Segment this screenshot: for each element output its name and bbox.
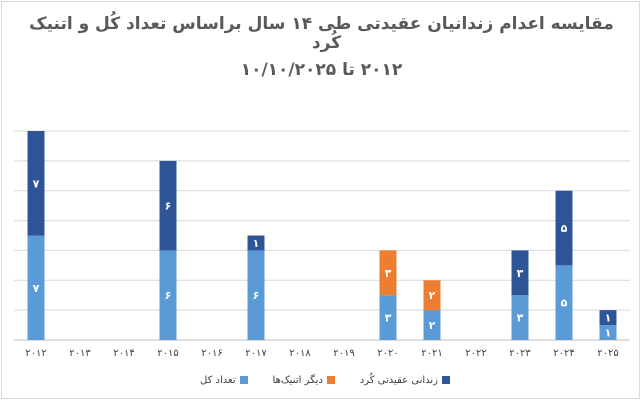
bar-segment: [247, 250, 265, 340]
chart-title-line1: مقایسه اعدام زندانیان عقیدتی طی ۱۴ سال ب…: [29, 14, 614, 34]
x-tick-label: ۲۰۱۳: [69, 348, 91, 359]
x-tick-label: ۲۰۱۹: [333, 348, 354, 359]
data-label: ۷: [33, 177, 40, 190]
bar-segment: [555, 265, 573, 340]
x-tick-label: ۲۰۱۵: [157, 348, 178, 359]
x-tick-label: ۲۰۱۲: [25, 348, 46, 359]
bar-segment: [555, 190, 573, 266]
legend-label-other-ethnic: دیگر اتنیک‌ها: [272, 374, 323, 386]
legend-item-other-ethnic: دیگر اتنیک‌ها: [273, 375, 335, 386]
data-label: ۱: [253, 237, 260, 250]
bar-segment: [379, 250, 397, 296]
legend-swatch-kurd: [442, 376, 450, 384]
bar-segment: [599, 325, 617, 340]
x-tick-label: ۲۰۱۸: [289, 348, 311, 359]
data-label: ۱: [605, 312, 612, 325]
x-tick-label: ۲۰۱۴: [113, 348, 134, 359]
data-label: ۶: [165, 200, 172, 213]
legend-label-kurd: زندانی عقیدتی کُرد: [359, 374, 438, 386]
legend-swatch-total: [239, 376, 248, 384]
data-label: ۲: [429, 289, 436, 302]
x-tick-label: ۲۰۲۲: [465, 348, 486, 359]
bar-segment: [423, 310, 441, 340]
x-tick-label: ۲۰۱۷: [245, 348, 267, 359]
bar-segment: [27, 131, 45, 236]
bar-segment: [379, 295, 397, 340]
legend-swatch-other-ethnic: [326, 376, 335, 384]
chart-title-line3: ۲۰۱۲ تا ۱۰/۱۰/۲۰۲۵: [240, 60, 403, 80]
data-label: ۷: [33, 282, 40, 295]
bar-segment: [511, 250, 529, 296]
legend-item-total: تعداد کل: [200, 375, 248, 386]
x-tick-label: ۲۰۱۶: [201, 348, 222, 359]
x-tick-label: ۲۰۲۳: [509, 348, 531, 359]
data-label: ۱: [605, 327, 612, 340]
chart-title-line2: کُرد: [311, 33, 342, 53]
bar-segment: [27, 235, 45, 340]
data-label: ۶: [253, 289, 260, 302]
data-label: ۵: [561, 222, 568, 235]
bar-segment: [511, 295, 529, 340]
data-label: ۳: [385, 312, 392, 325]
legend-item-kurd: زندانی عقیدتی کُرد: [360, 375, 450, 386]
data-label: ۵: [561, 297, 568, 310]
data-label: ۲: [429, 319, 436, 332]
bar-segment: [599, 310, 617, 326]
legend: تعداد کل دیگر اتنیک‌ها زندانی عقیدتی کُر…: [200, 371, 450, 389]
x-tick-label: ۲۰۲۱: [421, 348, 442, 359]
x-tick-label: ۲۰۲۴: [553, 348, 574, 359]
bar-segment: [423, 280, 441, 311]
bar-segment: [159, 250, 177, 340]
bar-segment: [159, 160, 177, 251]
legend-label-total: تعداد کل: [200, 374, 236, 386]
x-tick-label: ۲۰۲۵: [597, 348, 618, 359]
data-label: ۳: [517, 267, 524, 280]
data-label: ۳: [517, 312, 524, 325]
data-label: ۳: [385, 267, 392, 280]
bar-segment: [247, 235, 265, 251]
data-label: ۶: [165, 289, 172, 302]
x-tick-label: ۲۰۲۰: [377, 348, 398, 359]
